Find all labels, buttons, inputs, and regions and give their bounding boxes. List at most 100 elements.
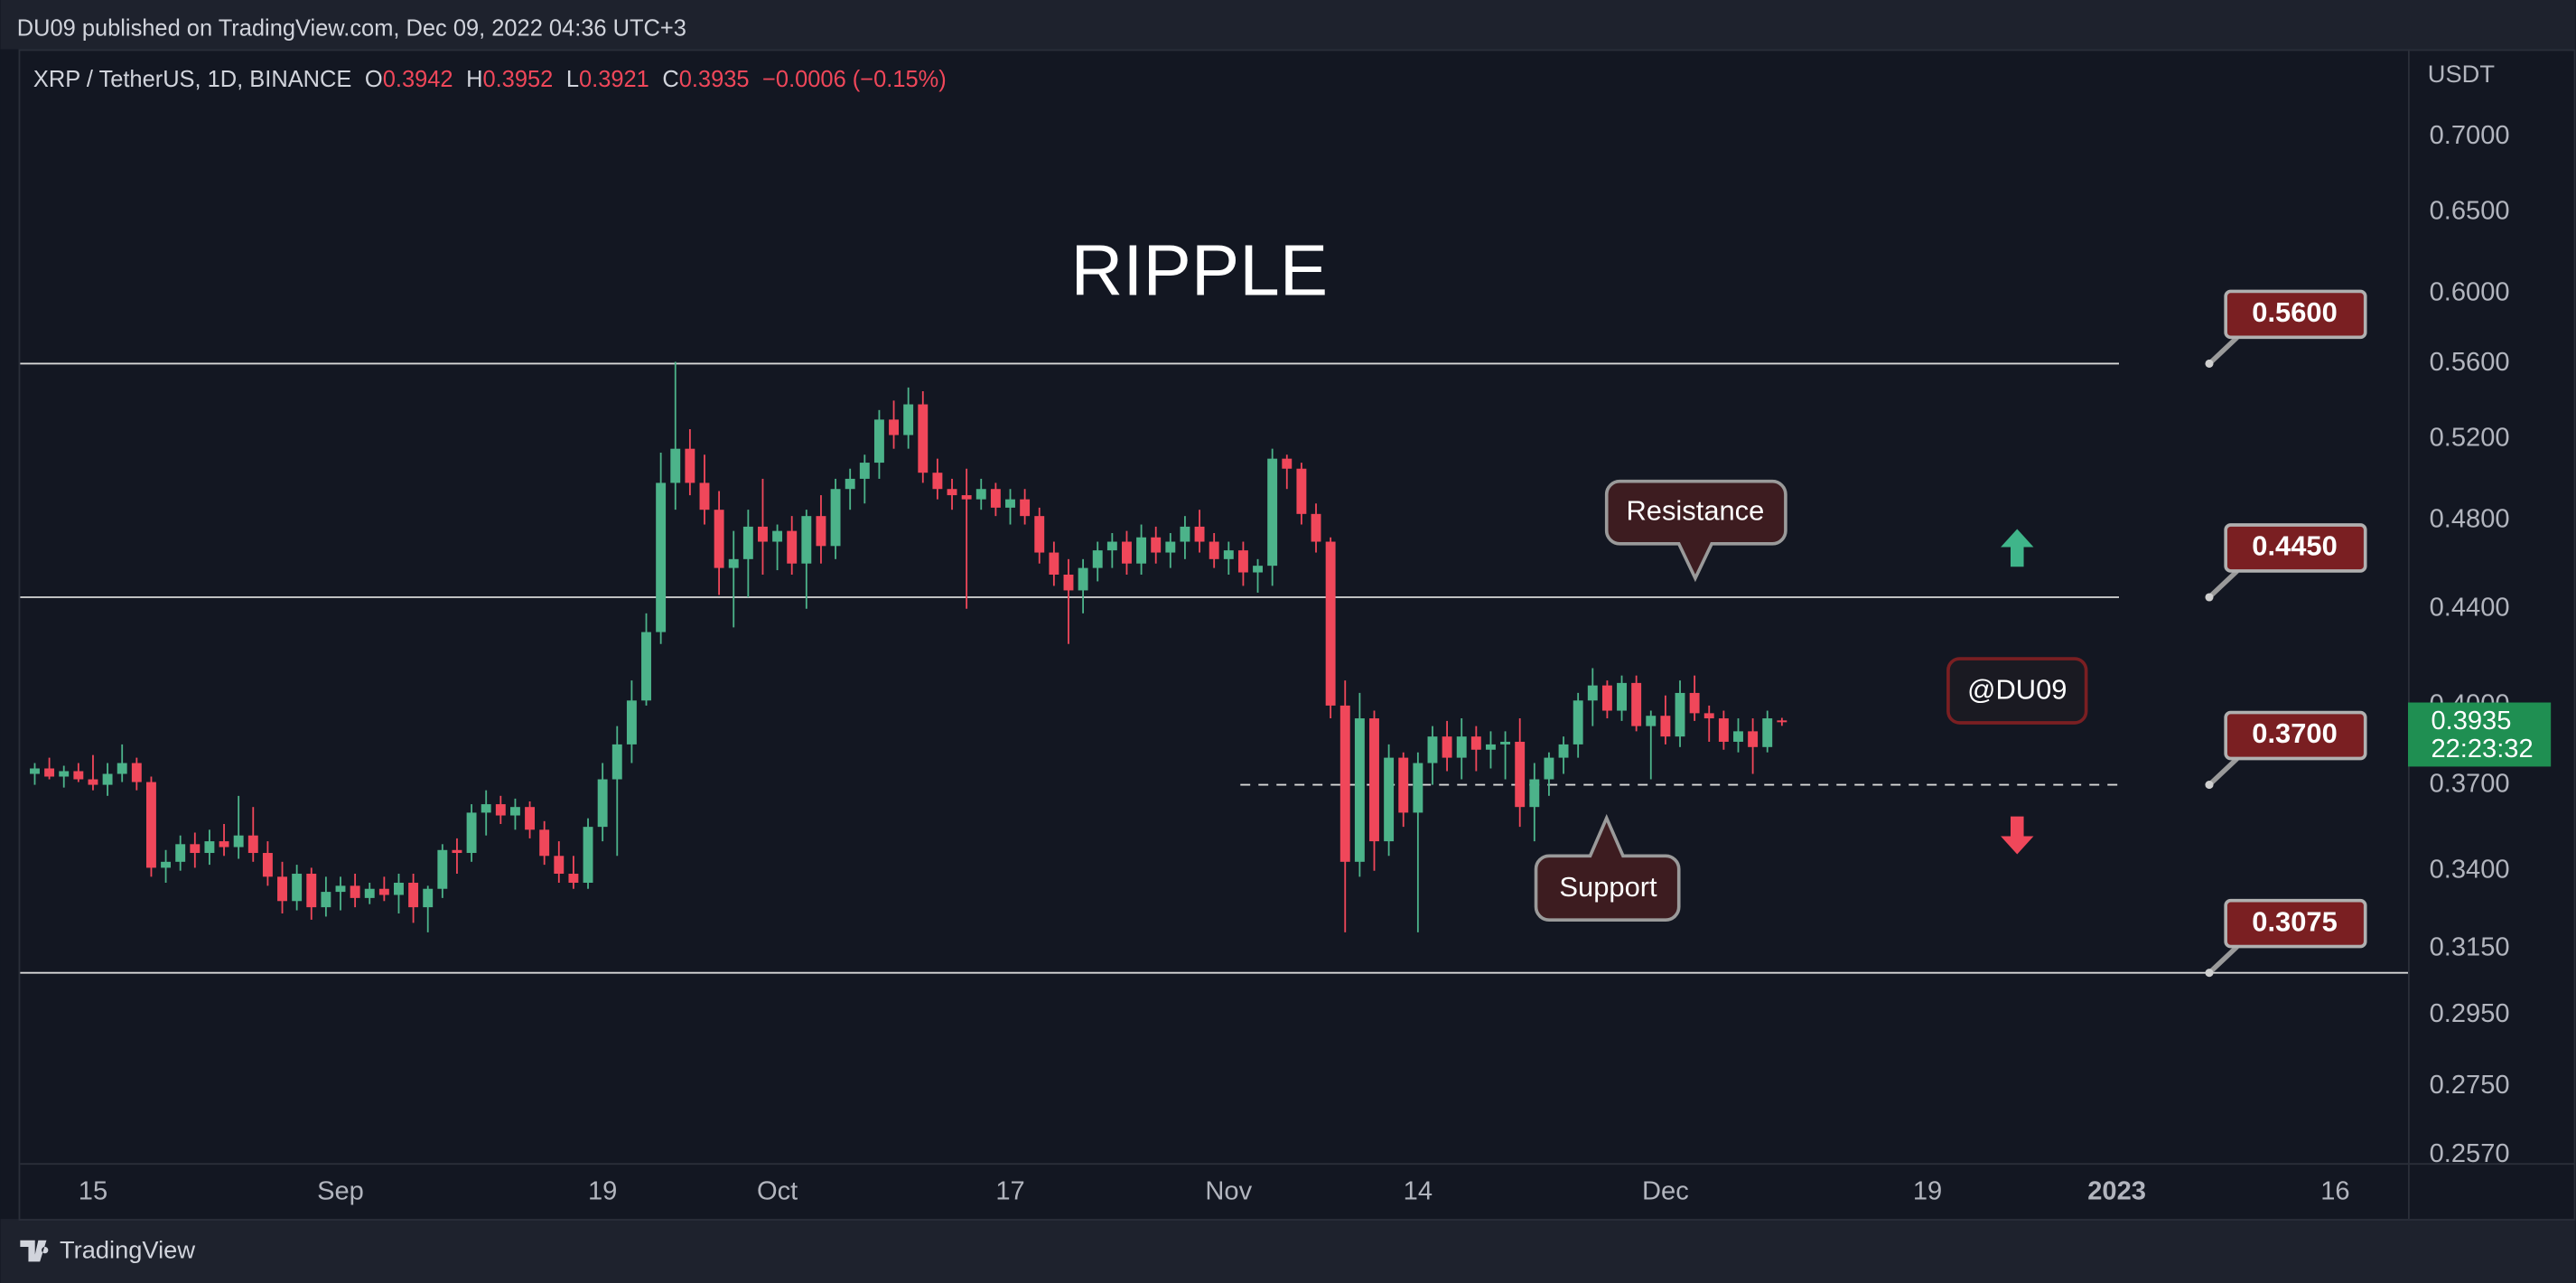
level-pointer-dot [2205, 593, 2214, 602]
up-arrow [2001, 529, 2034, 567]
candle [306, 867, 317, 920]
candle-body [656, 482, 667, 632]
candle-body [961, 495, 972, 500]
candle [190, 832, 201, 868]
candle-body [190, 844, 201, 854]
candle-body [1486, 744, 1496, 750]
candle [408, 874, 419, 923]
y-tick-label: 0.4400 [2430, 593, 2510, 622]
candle-body [758, 526, 768, 542]
resistance-callout: Resistance [1604, 479, 1787, 583]
level-pointer [2207, 568, 2239, 599]
candle [1122, 530, 1132, 576]
candle [1500, 731, 1511, 780]
candle [1573, 692, 1583, 758]
candle-body [1703, 713, 1714, 719]
candle-body [204, 841, 215, 854]
candle [1442, 720, 1452, 772]
candle [481, 790, 491, 836]
candle [670, 361, 681, 510]
candle-body [990, 489, 1001, 508]
candle-body [247, 835, 258, 854]
level-label: 0.3075 [2252, 905, 2337, 937]
candle-body [321, 892, 331, 908]
candle-body [1413, 763, 1423, 813]
candle [1748, 718, 1759, 774]
legend-value: 0.3921 [579, 67, 649, 92]
candle [1558, 736, 1569, 774]
candle [495, 795, 506, 824]
candle-body [378, 888, 389, 895]
candle-body [801, 516, 812, 564]
candle [423, 885, 434, 932]
candle-body [1748, 731, 1759, 747]
down-arrow [2001, 816, 2034, 855]
brand: TradingView [20, 1236, 195, 1264]
candle-body [1558, 744, 1569, 758]
candle [1063, 558, 1074, 644]
candle-body [88, 779, 98, 785]
candle [1703, 705, 1714, 742]
y-tick-label: 0.4800 [2430, 505, 2510, 534]
candle-body [1136, 537, 1147, 564]
callout-text: Support [1559, 871, 1657, 903]
candle [1544, 752, 1554, 796]
candle-body [685, 448, 695, 483]
candle-body [1442, 736, 1452, 758]
candle-body [728, 558, 739, 568]
candle-body [59, 771, 70, 777]
candle-body [583, 827, 593, 884]
candle-body [1063, 575, 1074, 591]
candle-body [1122, 541, 1132, 564]
y-tick-label: 0.6000 [2430, 278, 2510, 307]
candle [830, 478, 841, 559]
candle-body [742, 526, 753, 559]
candle-body [175, 844, 186, 862]
candle [1675, 680, 1685, 747]
candle-body [670, 448, 681, 483]
x-tick-label: 19 [1913, 1177, 1942, 1206]
candle [1398, 752, 1409, 828]
candle [1587, 668, 1598, 726]
legend-label: O [365, 67, 383, 92]
candle-body [626, 700, 637, 745]
candle [1660, 695, 1671, 745]
candle [1194, 510, 1205, 553]
candle-body [859, 463, 870, 479]
x-tick-label: Sep [317, 1177, 364, 1206]
candle-body [903, 404, 914, 435]
candle-body [1427, 736, 1438, 763]
candle-body [335, 885, 346, 893]
candle-body [161, 861, 172, 868]
callout-shape [1946, 657, 2088, 725]
candle [611, 726, 622, 857]
candle [131, 757, 142, 791]
y-tick-label: 0.3400 [2430, 855, 2510, 884]
candle-body [292, 874, 303, 902]
unit-label: USDT [2428, 60, 2496, 88]
candle-body [73, 771, 84, 780]
candle-body [539, 829, 550, 857]
candle [1020, 489, 1031, 525]
candle [1413, 752, 1423, 932]
candle [1209, 532, 1219, 568]
candle-body [787, 530, 798, 564]
candle [990, 482, 1001, 517]
candle-body [1325, 541, 1336, 706]
candle-body [1237, 550, 1248, 573]
y-tick-label: 0.2570 [2430, 1139, 2510, 1168]
candle [1034, 507, 1045, 564]
candle [277, 861, 287, 913]
candle [1339, 680, 1350, 932]
candle-body [364, 888, 375, 898]
candle [889, 400, 900, 449]
candle [1456, 718, 1467, 780]
candle-body [408, 883, 419, 908]
candle-body [452, 849, 462, 854]
candle-body [44, 768, 55, 777]
candle [59, 765, 70, 788]
candle [772, 524, 783, 571]
candle [1689, 675, 1700, 721]
candle-body [102, 773, 113, 785]
y-tick-label: 0.5200 [2430, 423, 2510, 452]
